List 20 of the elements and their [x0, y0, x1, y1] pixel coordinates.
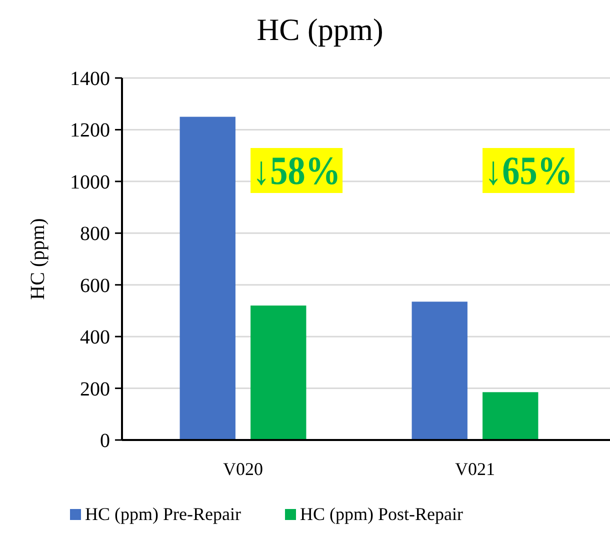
legend-label: HC (ppm) Pre-Repair: [85, 504, 241, 524]
bar: [180, 116, 236, 440]
x-tick-label: V021: [455, 459, 495, 479]
y-tick-label: 400: [80, 326, 110, 349]
annotation: ↓65%: [484, 148, 585, 193]
y-tick-label: 0: [100, 430, 110, 452]
y-tick-label: 1200: [70, 120, 110, 142]
y-tick-label: 1400: [70, 68, 110, 90]
legend-label: HC (ppm) Post-Repair: [300, 504, 463, 524]
y-tick-label: 600: [80, 274, 110, 297]
x-tick-label: V020: [223, 459, 263, 479]
annotation: ↓58%: [252, 148, 353, 193]
y-axis-title: HC (ppm): [27, 218, 49, 300]
bar: [482, 392, 538, 440]
y-tick-label: 200: [80, 378, 110, 400]
bar: [250, 306, 306, 440]
bar: [412, 302, 468, 440]
y-tick-label: 800: [80, 223, 110, 246]
y-tick-label: 1000: [70, 171, 110, 194]
chart-title: HC (ppm): [256, 12, 384, 47]
